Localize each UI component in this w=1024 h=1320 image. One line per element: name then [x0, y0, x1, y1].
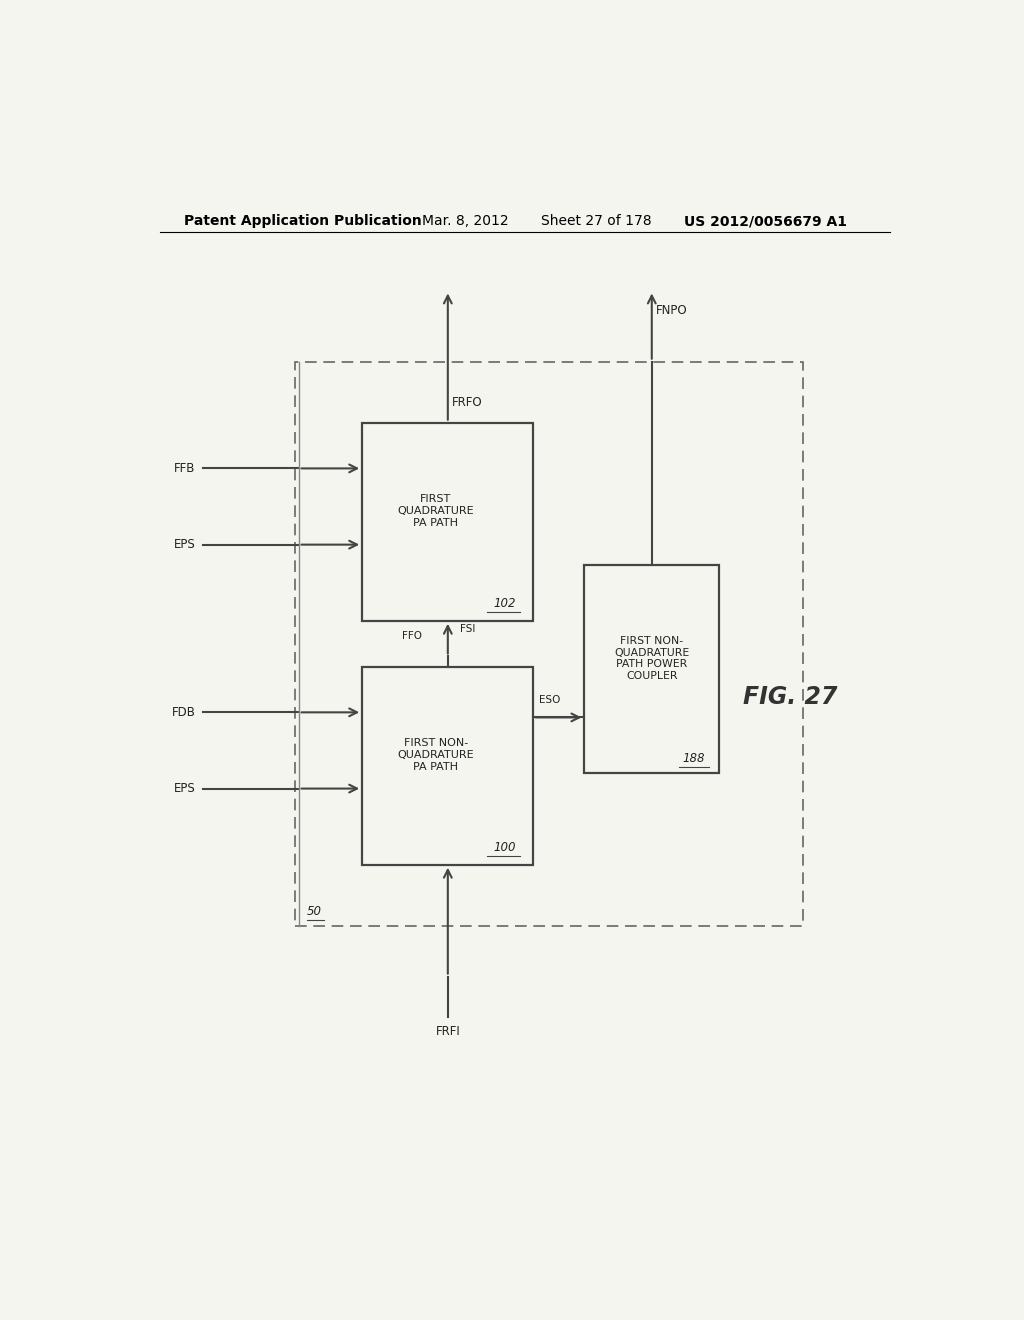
Text: 50: 50: [306, 904, 322, 917]
Text: FIG. 27: FIG. 27: [743, 685, 838, 709]
Text: FIRST NON-
QUADRATURE
PA PATH: FIRST NON- QUADRATURE PA PATH: [397, 738, 474, 772]
Text: EPS: EPS: [174, 781, 196, 795]
Text: 188: 188: [682, 752, 705, 766]
Text: FRFI: FRFI: [435, 1026, 460, 1039]
Text: ESO: ESO: [539, 696, 560, 705]
Bar: [362, 422, 532, 620]
Text: FDB: FDB: [172, 706, 196, 719]
Text: FFO: FFO: [401, 631, 422, 642]
Text: 102: 102: [494, 597, 516, 610]
Text: US 2012/0056679 A1: US 2012/0056679 A1: [684, 214, 847, 228]
Text: EPS: EPS: [174, 539, 196, 552]
Text: FIRST
QUADRATURE
PA PATH: FIRST QUADRATURE PA PATH: [397, 495, 474, 528]
Text: FSI: FSI: [460, 624, 475, 634]
Bar: [295, 362, 803, 925]
Text: Sheet 27 of 178: Sheet 27 of 178: [541, 214, 651, 228]
Bar: [362, 667, 532, 865]
Text: 100: 100: [494, 841, 516, 854]
Text: Patent Application Publication: Patent Application Publication: [183, 214, 421, 228]
Text: FFB: FFB: [174, 462, 196, 475]
Text: FRFO: FRFO: [452, 396, 482, 409]
Text: FIRST NON-
QUADRATURE
PATH POWER
COUPLER: FIRST NON- QUADRATURE PATH POWER COUPLER: [614, 636, 689, 681]
Text: Mar. 8, 2012: Mar. 8, 2012: [422, 214, 508, 228]
Bar: [585, 565, 719, 774]
Text: FNPO: FNPO: [655, 305, 687, 317]
